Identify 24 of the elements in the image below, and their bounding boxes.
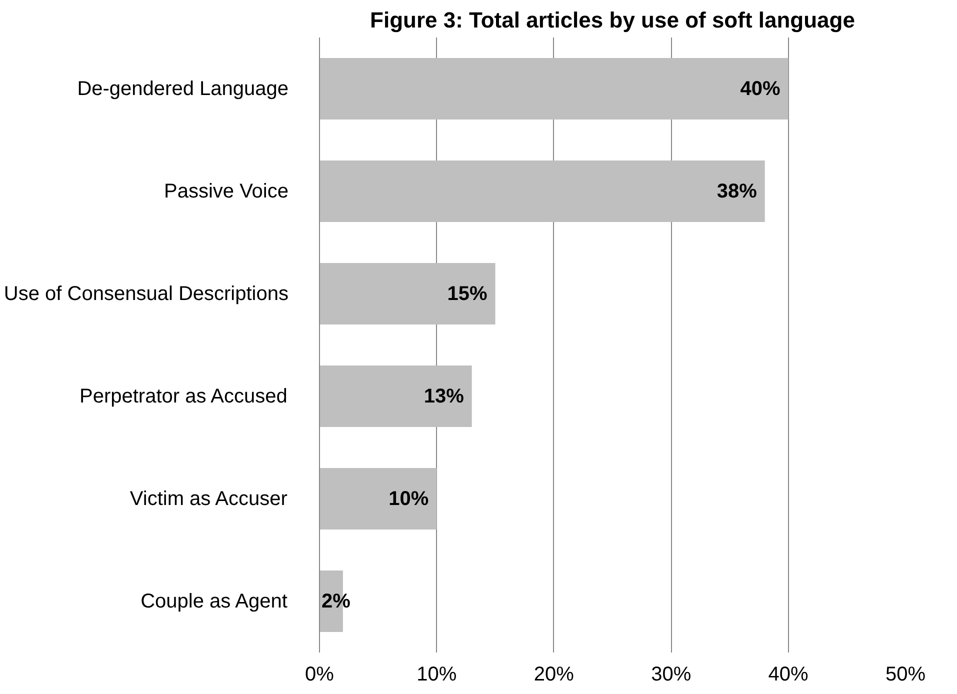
- y-tick-label: Use of Consensual Descriptions: [4, 282, 289, 305]
- data-label: 38%: [716, 180, 758, 202]
- y-tick-label: Couple as Agent: [140, 590, 288, 612]
- bar: [320, 160, 765, 222]
- y-tick-label: Victim as Accuser: [130, 488, 288, 510]
- y-tick-label: Perpetrator as Accused: [80, 385, 288, 408]
- x-tick-label: 40%: [768, 664, 809, 686]
- bar: [320, 263, 496, 324]
- bar: [320, 468, 437, 530]
- x-tick-label: 20%: [534, 664, 574, 686]
- data-label: 10%: [388, 488, 429, 510]
- y-tick-label: Passive Voice: [164, 180, 289, 202]
- data-label: 40%: [740, 78, 781, 100]
- data-label: 2%: [322, 590, 351, 612]
- bar: [320, 58, 788, 120]
- x-tick-label: 30%: [651, 664, 692, 686]
- data-label: 15%: [447, 282, 488, 305]
- data-label: 13%: [424, 385, 464, 408]
- x-tick-label: 10%: [416, 664, 457, 686]
- x-tick-label: 0%: [305, 664, 334, 686]
- y-tick-label: De-gendered Language: [77, 78, 289, 100]
- x-tick-label: 50%: [885, 664, 926, 686]
- chart-title: Figure 3: Total articles by use of soft language: [370, 8, 855, 32]
- bar: [320, 366, 472, 427]
